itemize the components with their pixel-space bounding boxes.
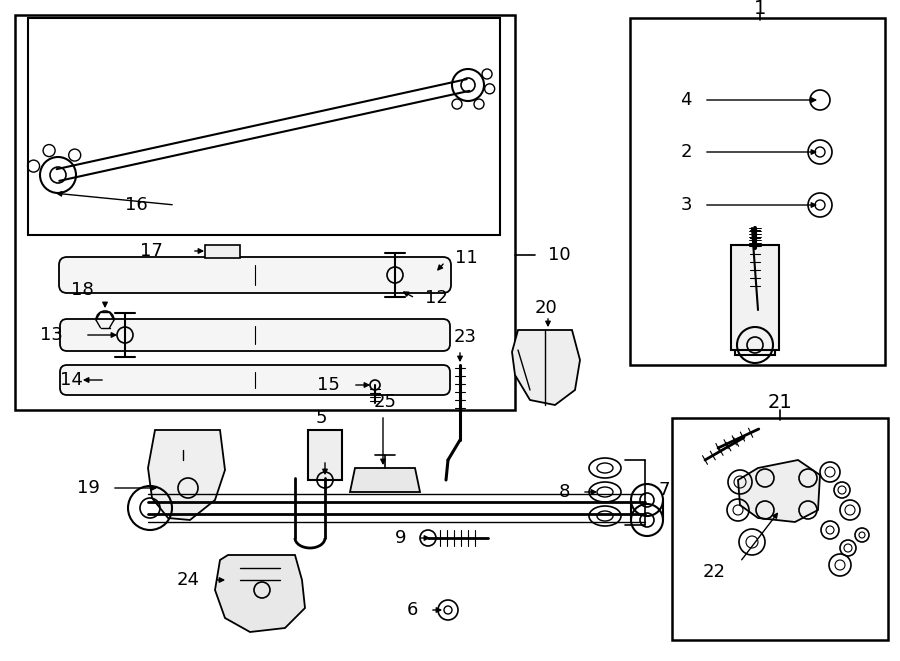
- Text: 10: 10: [548, 246, 571, 264]
- Text: 1: 1: [754, 0, 766, 17]
- Polygon shape: [148, 430, 225, 520]
- Bar: [205, 245, 240, 258]
- Polygon shape: [350, 468, 420, 492]
- Text: 12: 12: [425, 289, 448, 307]
- Text: 3: 3: [680, 196, 692, 214]
- Text: 14: 14: [60, 371, 83, 389]
- Bar: [731, 245, 779, 350]
- Bar: [28, 18, 500, 235]
- Text: 8: 8: [559, 483, 570, 501]
- Text: 6: 6: [407, 601, 418, 619]
- Text: 24: 24: [177, 571, 200, 589]
- Text: 9: 9: [394, 529, 406, 547]
- Text: 11: 11: [455, 249, 478, 267]
- Text: 25: 25: [374, 393, 397, 411]
- Bar: [737, 250, 773, 340]
- Bar: [737, 310, 773, 320]
- Polygon shape: [738, 460, 820, 522]
- Text: 17: 17: [140, 242, 163, 260]
- Polygon shape: [512, 330, 580, 405]
- Text: 16: 16: [125, 196, 148, 214]
- Bar: [733, 298, 777, 345]
- Text: 21: 21: [768, 393, 792, 412]
- Text: 18: 18: [70, 281, 94, 299]
- Text: 22: 22: [703, 563, 726, 581]
- Bar: [15, 15, 515, 410]
- Bar: [308, 430, 342, 480]
- Text: 13: 13: [40, 326, 63, 344]
- Text: 23: 23: [454, 328, 476, 346]
- FancyBboxPatch shape: [60, 365, 450, 395]
- Text: 2: 2: [680, 143, 692, 161]
- Bar: [672, 418, 888, 640]
- Text: 15: 15: [317, 376, 340, 394]
- Text: 7: 7: [658, 481, 670, 499]
- Bar: [735, 320, 775, 355]
- Text: 19: 19: [77, 479, 100, 497]
- Polygon shape: [215, 555, 305, 632]
- Text: 4: 4: [680, 91, 692, 109]
- FancyBboxPatch shape: [60, 319, 450, 351]
- Text: 20: 20: [535, 299, 557, 317]
- Bar: [733, 318, 777, 320]
- FancyBboxPatch shape: [59, 257, 451, 293]
- Bar: [735, 248, 775, 345]
- Text: 5: 5: [315, 409, 327, 427]
- Bar: [630, 18, 885, 365]
